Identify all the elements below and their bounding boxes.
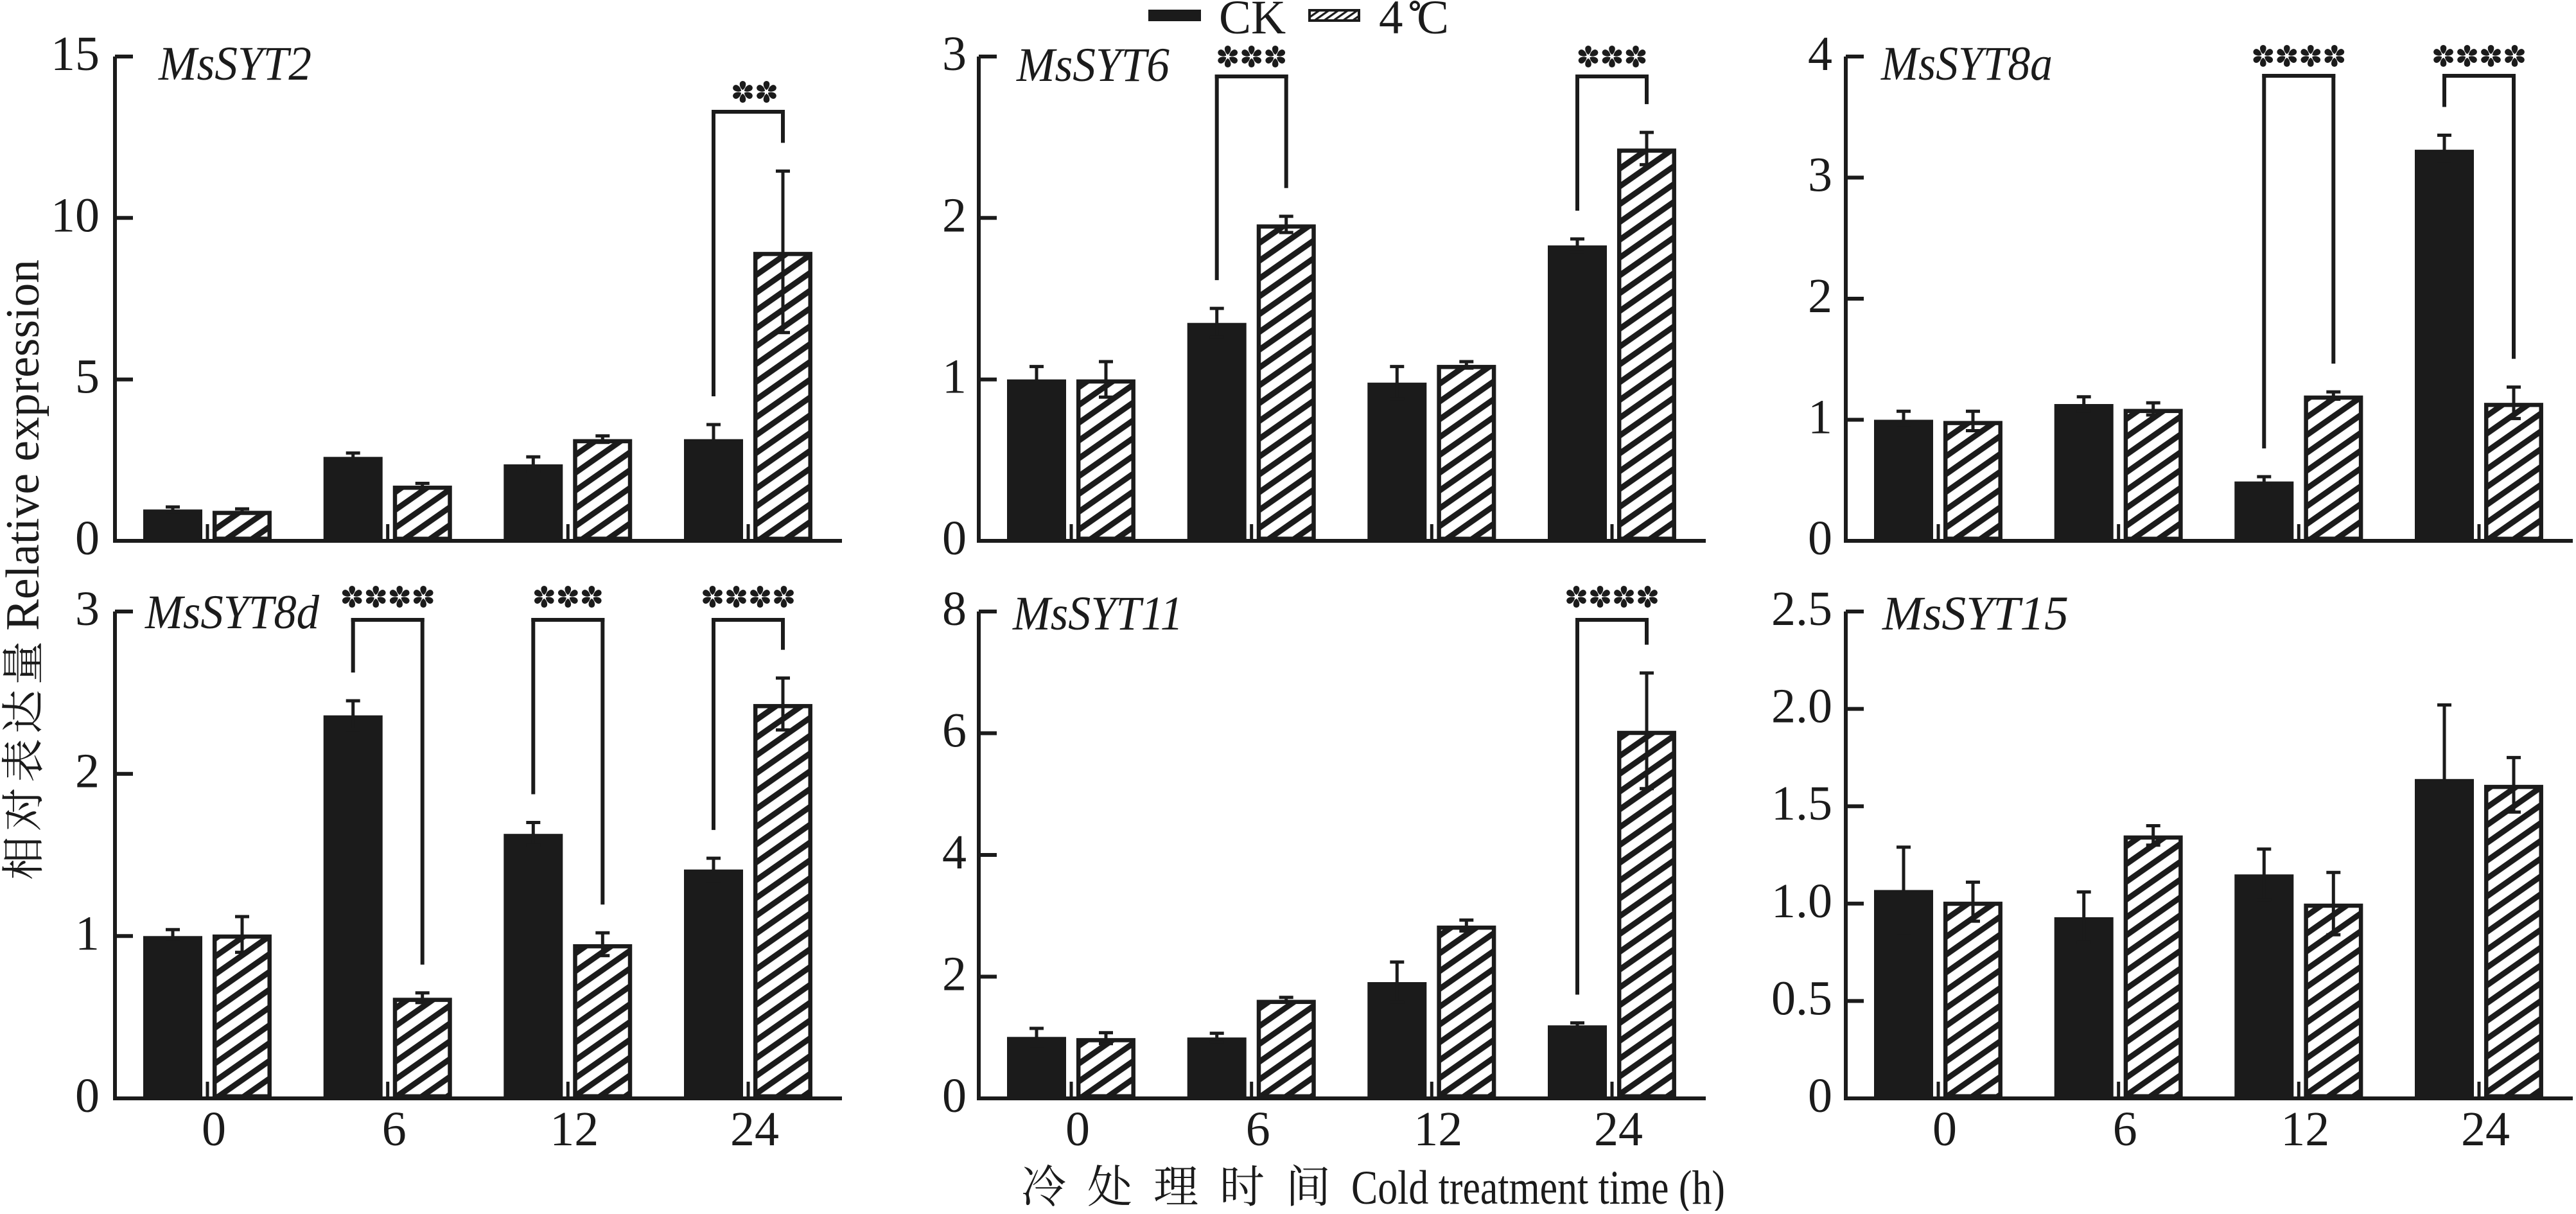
svg-text:MsSYT11: MsSYT11 [1012, 587, 1183, 640]
svg-text:0: 0 [1808, 511, 1832, 565]
svg-text:10: 10 [51, 188, 100, 242]
svg-text:2: 2 [942, 947, 967, 1001]
svg-text:2.5: 2.5 [1771, 582, 1832, 636]
svg-text:15: 15 [51, 27, 100, 81]
svg-text:2: 2 [942, 188, 967, 242]
svg-text:0: 0 [1065, 1102, 1090, 1156]
svg-text:6: 6 [382, 1102, 407, 1156]
svg-text:6: 6 [1246, 1102, 1270, 1156]
svg-text:0: 0 [1932, 1102, 1957, 1156]
svg-text:2: 2 [1808, 269, 1832, 323]
svg-text:4: 4 [942, 825, 967, 879]
svg-text:8: 8 [942, 582, 967, 636]
svg-text:C: C [1417, 0, 1449, 44]
svg-text:1.0: 1.0 [1771, 874, 1832, 928]
svg-text:0: 0 [942, 1069, 967, 1123]
svg-text:12: 12 [1414, 1102, 1462, 1156]
svg-text:MsSYT2: MsSYT2 [158, 37, 311, 91]
svg-text:24: 24 [730, 1102, 779, 1156]
svg-text:12: 12 [550, 1102, 599, 1156]
svg-text:0: 0 [942, 511, 967, 565]
svg-text:0: 0 [202, 1102, 226, 1156]
svg-text:MsSYT15: MsSYT15 [1882, 587, 2069, 640]
svg-text:CK: CK [1219, 0, 1286, 44]
svg-text:MsSYT8a: MsSYT8a [1880, 37, 2053, 91]
svg-text:6: 6 [2113, 1102, 2137, 1156]
svg-text:MsSYT8d: MsSYT8d [145, 586, 319, 639]
svg-text:3: 3 [75, 582, 100, 636]
svg-text:3: 3 [1808, 148, 1832, 202]
svg-text:0.5: 0.5 [1771, 971, 1832, 1025]
svg-text:1: 1 [75, 906, 100, 960]
svg-text:3: 3 [942, 27, 967, 81]
svg-text:1: 1 [942, 350, 967, 404]
svg-text:1: 1 [1808, 391, 1832, 444]
svg-text:24: 24 [2461, 1102, 2510, 1156]
svg-text:0: 0 [75, 1069, 100, 1123]
svg-text:0: 0 [75, 511, 100, 565]
svg-text:1.5: 1.5 [1771, 777, 1832, 831]
svg-text:6: 6 [942, 704, 967, 758]
svg-text:12: 12 [2281, 1102, 2329, 1156]
svg-text:2: 2 [75, 744, 100, 798]
svg-text:2.0: 2.0 [1771, 680, 1832, 734]
svg-text:4: 4 [1808, 27, 1832, 81]
svg-text:5: 5 [75, 350, 100, 404]
svg-text:0: 0 [1808, 1069, 1832, 1123]
svg-text:4: 4 [1379, 0, 1403, 44]
svg-text:Relative expression: Relative expression [0, 260, 49, 631]
svg-text:Cold treatment time (h): Cold treatment time (h) [1351, 1161, 1725, 1211]
svg-text:MsSYT6: MsSYT6 [1016, 39, 1170, 92]
svg-text:24: 24 [1594, 1102, 1643, 1156]
